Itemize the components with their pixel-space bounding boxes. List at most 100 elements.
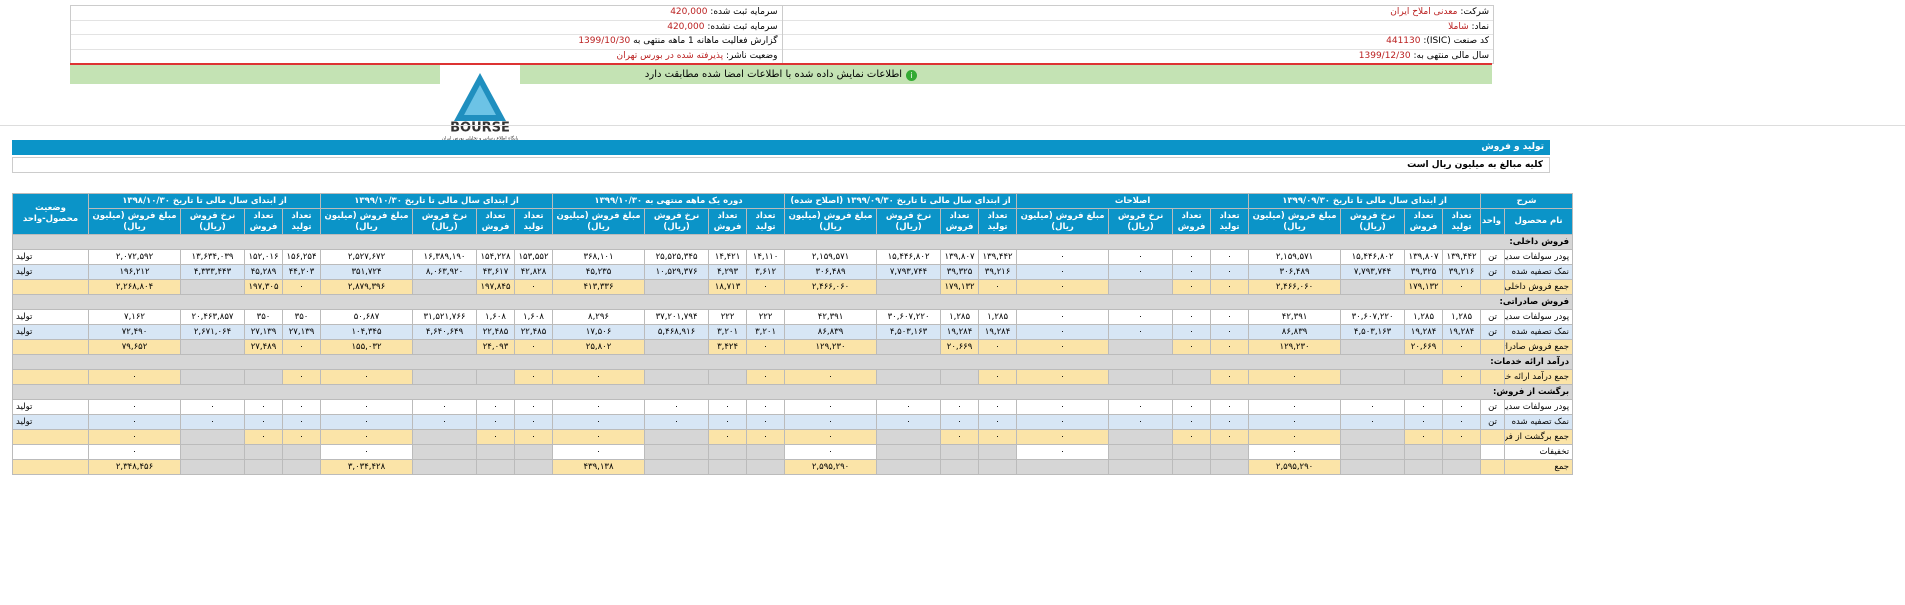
info-value: شاملا [1448, 21, 1469, 32]
section-row: برگشت از فروش: [11, 384, 1574, 400]
column-header: مبلغ فروش (میلیون ریال) [88, 208, 181, 235]
cell: ۱۵۲,۰۱۶ [244, 249, 283, 265]
cell [1210, 444, 1250, 460]
cell: ۰ [746, 369, 786, 385]
group-header: دوره یک ماهه منتهی به ۱۳۹۹/۱۰/۳۰ [551, 193, 786, 209]
cell: ۰ [1016, 324, 1110, 340]
cell: ۱۳,۶۳۴,۰۳۹ [180, 249, 245, 265]
cell: ۰ [551, 444, 646, 460]
cell [1108, 444, 1174, 460]
header-row: نام محصول واحد تعداد تولید تعداد فروش نرخ فر… [13, 208, 1574, 235]
cell: ۰ [746, 429, 786, 445]
cell: ۰ [1016, 309, 1110, 325]
cell: ۰ [1172, 249, 1212, 265]
cell: ۱۳۹,۴۴۲ [978, 249, 1018, 265]
cell [1108, 459, 1174, 475]
cell: ۰ [784, 429, 878, 445]
cell: ۰ [514, 414, 553, 430]
cell: ۴۲,۳۹۱ [1248, 309, 1342, 325]
cell: ۰ [1172, 414, 1212, 430]
cell [1172, 444, 1212, 460]
info-value: 420,000 [670, 7, 708, 17]
cell: ۰ [244, 414, 283, 430]
logo-name: BOURSE [450, 121, 510, 136]
column-header: نرخ فروش (ریال) [876, 208, 942, 235]
cell [876, 429, 942, 445]
cell: ۲,۵۲۷,۶۷۲ [320, 249, 413, 265]
cell [1210, 459, 1250, 475]
cell: ۳۶۸,۱۰۱ [551, 249, 646, 265]
cell: ۰ [1016, 279, 1110, 295]
cell: ۱,۶۰۸ [514, 309, 553, 325]
cell: ۰ [1108, 399, 1174, 415]
cell: ۰ [514, 369, 553, 385]
cell [876, 339, 942, 355]
column-header: تعداد تولید [746, 208, 786, 235]
cell: ۰ [282, 339, 321, 355]
info-label: گزارش فعالیت ماهانه 1 ماهه منتهی به [633, 36, 778, 46]
table-row: نمک تصفیه شده تن ۱۹,۲۸۴ ۱۹,۲۸۴ ۴,۵۰۳,۱۶۳ ۸۶,۸… [12, 324, 1574, 340]
cell: ۰ [551, 369, 646, 385]
column-header: تعداد فروش [1172, 208, 1212, 235]
info-row: سرمایه ثبت نشده: 420,000 [71, 21, 782, 35]
cell: ۳۰۶,۴۸۹ [1248, 264, 1342, 280]
cell: ۲۷,۱۳۹ [244, 324, 283, 340]
cell: ۰ [180, 414, 245, 430]
cell: ۲۴,۰۹۳ [476, 339, 515, 355]
table-row: جمع برگشت از فروش۰۰۰۰۰۰۰۰۰۰۰۰۰۰۰۰۰۰ [12, 429, 1574, 445]
cell [644, 429, 710, 445]
column-header: تعداد فروش [940, 208, 980, 235]
row-status: تولید [12, 324, 89, 340]
cell: ۷۲,۴۹۰ [88, 324, 181, 340]
info-value: 441130 [1386, 36, 1421, 46]
row-name: تخفیفات [1504, 444, 1574, 460]
cell: ۰ [1108, 324, 1174, 340]
cell [412, 444, 477, 460]
cell [514, 459, 553, 475]
cell: ۰ [1172, 339, 1212, 355]
cell: ۰ [746, 414, 786, 430]
cell [180, 369, 245, 385]
info-label: کد صنعت (ISIC): [1423, 36, 1489, 46]
cell: ۰ [644, 399, 710, 415]
row-unit: تن [1480, 249, 1506, 265]
cell: ۱۲۹,۲۳۰ [784, 339, 878, 355]
cell: ۲۰,۴۶۳,۸۵۷ [180, 309, 245, 325]
cell [644, 339, 710, 355]
column-header: تعداد فروش [708, 208, 748, 235]
cell: ۰ [746, 339, 786, 355]
section-note: کلیه مبالغ به میلیون ریال است [12, 157, 1550, 173]
cell: ۳,۴۲۴ [708, 339, 748, 355]
cell: ۳۹,۲۱۶ [1442, 264, 1482, 280]
header-row: شرح از ابتدای سال مالی تا تاریخ ۱۳۹۹/۰۹/۳… [12, 193, 1574, 235]
info-column: شرکت: معدنی املاح ایران نماد: شاملا کد صنع… [781, 6, 1493, 63]
cell [876, 279, 942, 295]
cell [1442, 444, 1482, 460]
cell: ۲۲,۴۸۵ [476, 324, 515, 340]
cell: ۰ [1404, 399, 1444, 415]
cell: ۷,۷۹۳,۷۴۴ [876, 264, 942, 280]
cell: ۴۲,۸۲۸ [514, 264, 553, 280]
row-name: جمع [1504, 459, 1574, 475]
cell: ۵,۴۶۸,۹۱۶ [644, 324, 710, 340]
cell: ۰ [320, 414, 413, 430]
info-row: وضعیت ناشر: پذیرفته شده در بورس تهران [71, 50, 782, 64]
cell: ۱۵۴,۲۲۸ [476, 249, 515, 265]
cell: ۰ [1248, 444, 1342, 460]
row-status: تولید [12, 309, 89, 325]
cell [412, 369, 477, 385]
info-label: شرکت: [1460, 7, 1489, 17]
cell: ۰ [1210, 399, 1250, 415]
row-name: جمع فروش صادراتی [1504, 339, 1574, 355]
cell: ۲,۵۹۵,۲۹۰ [1248, 459, 1342, 475]
cell: ۰ [1172, 279, 1212, 295]
table-row: جمع فروش صادراتی۰۲۰,۶۶۹۱۲۹,۲۳۰۰۰۰۰۲۰,۶۶۹… [12, 339, 1574, 355]
cell [244, 369, 283, 385]
cell: ۰ [1172, 324, 1212, 340]
cell: ۰ [978, 339, 1018, 355]
cell: ۱۹۶,۲۱۲ [88, 264, 181, 280]
cell: ۲۲۲ [746, 309, 786, 325]
row-unit [1480, 429, 1506, 445]
row-name: جمع برگشت از فروش [1504, 429, 1574, 445]
cell: ۳۰,۶۰۷,۲۲۰ [876, 309, 942, 325]
